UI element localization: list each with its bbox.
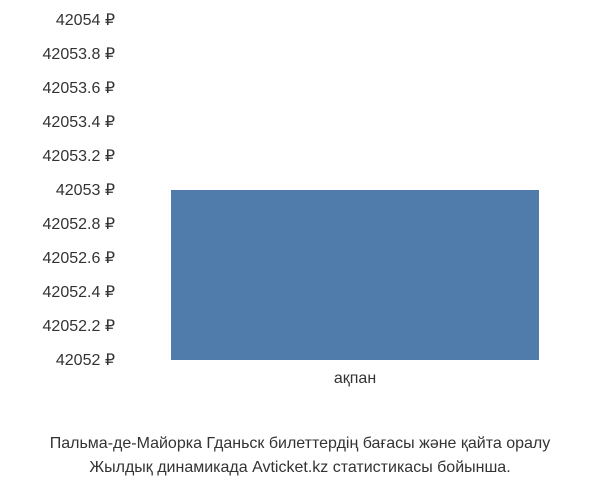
caption-line1: Пальма-де-Майорка Гданьск билеттердің ба… <box>0 432 600 456</box>
y-tick-label: 42052.6 ₽ <box>43 248 115 268</box>
x-category-label: ақпан <box>334 370 376 388</box>
y-tick-label: 42053.2 ₽ <box>43 146 115 166</box>
chart-container: 42054 ₽42053.8 ₽42053.6 ₽42053.4 ₽42053.… <box>10 20 590 390</box>
caption-line2: Жылдық динамикада Avticket.kz статистика… <box>0 456 600 480</box>
chart-caption: Пальма-де-Майорка Гданьск билеттердің ба… <box>0 432 600 480</box>
bar <box>171 190 539 360</box>
y-tick-label: 42053.6 ₽ <box>43 78 115 98</box>
y-tick-label: 42053.8 ₽ <box>43 44 115 64</box>
y-tick-label: 42053 ₽ <box>56 180 115 200</box>
y-tick-label: 42052.2 ₽ <box>43 316 115 336</box>
y-tick-label: 42053.4 ₽ <box>43 112 115 132</box>
y-tick-label: 42052.8 ₽ <box>43 214 115 234</box>
y-tick-label: 42052 ₽ <box>56 350 115 370</box>
y-axis: 42054 ₽42053.8 ₽42053.6 ₽42053.4 ₽42053.… <box>10 20 120 360</box>
y-tick-label: 42054 ₽ <box>56 10 115 30</box>
y-tick-label: 42052.4 ₽ <box>43 282 115 302</box>
plot-area: ақпан <box>125 20 585 360</box>
